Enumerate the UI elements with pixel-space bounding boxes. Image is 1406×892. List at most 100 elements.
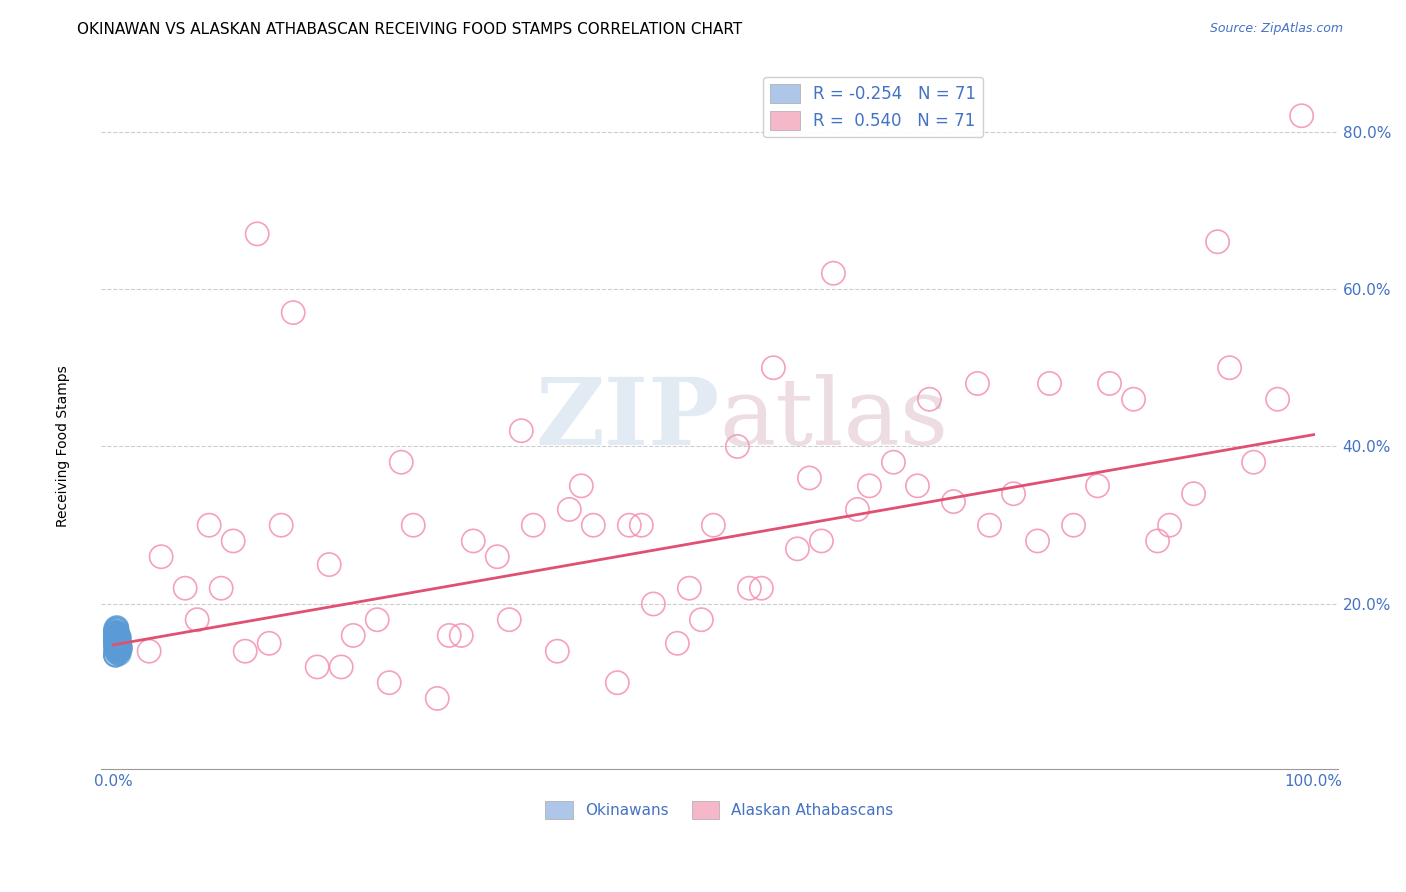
Point bbox=[107, 644, 129, 658]
Point bbox=[104, 629, 127, 643]
Point bbox=[107, 643, 129, 657]
Point bbox=[546, 644, 568, 658]
Point bbox=[105, 632, 128, 646]
Point bbox=[108, 631, 131, 645]
Point bbox=[107, 638, 129, 652]
Point bbox=[108, 641, 131, 656]
Point bbox=[104, 626, 127, 640]
Point bbox=[330, 660, 353, 674]
Point bbox=[105, 646, 128, 660]
Point bbox=[882, 455, 904, 469]
Point bbox=[702, 518, 724, 533]
Point bbox=[378, 675, 401, 690]
Point bbox=[619, 518, 641, 533]
Point bbox=[104, 624, 127, 639]
Point bbox=[105, 623, 128, 637]
Point bbox=[108, 644, 131, 658]
Point bbox=[810, 533, 832, 548]
Point bbox=[105, 630, 128, 644]
Point bbox=[107, 628, 129, 642]
Point bbox=[569, 479, 592, 493]
Point bbox=[918, 392, 941, 407]
Point bbox=[108, 636, 131, 650]
Point bbox=[150, 549, 173, 564]
Point bbox=[104, 626, 127, 640]
Point bbox=[105, 621, 128, 635]
Point bbox=[582, 518, 605, 533]
Point bbox=[725, 440, 748, 454]
Point bbox=[105, 628, 128, 642]
Point bbox=[426, 691, 449, 706]
Point bbox=[107, 642, 129, 657]
Point bbox=[104, 648, 127, 662]
Point bbox=[643, 597, 665, 611]
Point bbox=[1243, 455, 1265, 469]
Point bbox=[606, 675, 628, 690]
Point bbox=[1087, 479, 1109, 493]
Point bbox=[104, 628, 127, 642]
Point bbox=[105, 640, 128, 655]
Point bbox=[1063, 518, 1085, 533]
Point bbox=[105, 630, 128, 644]
Point bbox=[738, 581, 761, 595]
Point bbox=[222, 533, 245, 548]
Point bbox=[105, 634, 128, 648]
Point bbox=[463, 533, 485, 548]
Point bbox=[104, 626, 127, 640]
Point bbox=[786, 541, 808, 556]
Point bbox=[107, 642, 129, 657]
Point bbox=[107, 632, 129, 647]
Point bbox=[108, 647, 131, 661]
Point bbox=[1002, 486, 1025, 500]
Point bbox=[342, 628, 364, 642]
Point bbox=[104, 648, 127, 662]
Legend: Okinawans, Alaskan Athabascans: Okinawans, Alaskan Athabascans bbox=[538, 795, 900, 825]
Point bbox=[966, 376, 988, 391]
Point bbox=[1291, 109, 1313, 123]
Point bbox=[1267, 392, 1289, 407]
Point bbox=[690, 613, 713, 627]
Text: Receiving Food Stamps: Receiving Food Stamps bbox=[56, 365, 70, 527]
Point bbox=[105, 631, 128, 645]
Point bbox=[510, 424, 533, 438]
Point bbox=[1098, 376, 1121, 391]
Point bbox=[108, 635, 131, 649]
Point bbox=[498, 613, 520, 627]
Point bbox=[107, 646, 129, 660]
Point bbox=[678, 581, 700, 595]
Point bbox=[105, 632, 128, 646]
Point bbox=[110, 641, 132, 656]
Text: OKINAWAN VS ALASKAN ATHABASCAN RECEIVING FOOD STAMPS CORRELATION CHART: OKINAWAN VS ALASKAN ATHABASCAN RECEIVING… bbox=[77, 22, 742, 37]
Point bbox=[107, 645, 129, 659]
Point bbox=[138, 644, 160, 658]
Point bbox=[104, 627, 127, 641]
Point bbox=[104, 640, 127, 654]
Point bbox=[486, 549, 509, 564]
Point bbox=[1182, 486, 1205, 500]
Point bbox=[402, 518, 425, 533]
Point bbox=[110, 640, 132, 655]
Point bbox=[107, 628, 129, 642]
Point bbox=[104, 627, 127, 641]
Point bbox=[439, 628, 461, 642]
Point bbox=[107, 632, 129, 647]
Point bbox=[1038, 376, 1060, 391]
Point bbox=[107, 634, 129, 648]
Point bbox=[105, 638, 128, 652]
Point bbox=[105, 623, 128, 637]
Point bbox=[858, 479, 880, 493]
Point bbox=[108, 643, 131, 657]
Point bbox=[666, 636, 689, 650]
Point bbox=[104, 634, 127, 648]
Point bbox=[318, 558, 340, 572]
Point bbox=[104, 632, 127, 647]
Point bbox=[979, 518, 1001, 533]
Point bbox=[107, 640, 129, 654]
Point bbox=[751, 581, 773, 595]
Point bbox=[105, 631, 128, 645]
Point bbox=[105, 639, 128, 653]
Point bbox=[104, 648, 127, 662]
Text: atlas: atlas bbox=[720, 374, 949, 464]
Point bbox=[366, 613, 388, 627]
Point bbox=[257, 636, 280, 650]
